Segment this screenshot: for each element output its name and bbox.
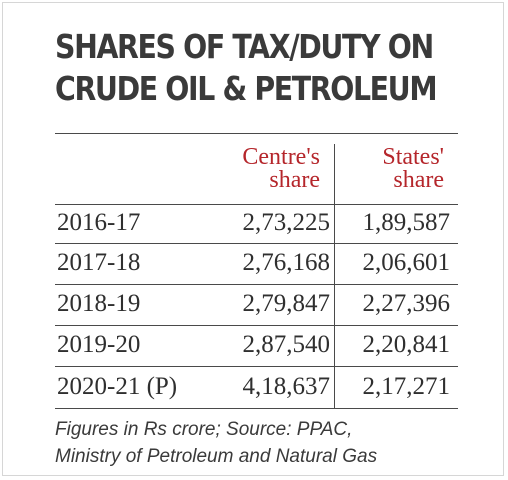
table-row: 2016-17 2,73,225 1,89,587 bbox=[55, 206, 458, 240]
header-centre-share: Centre's share bbox=[242, 144, 320, 193]
row-rule bbox=[55, 284, 458, 285]
table-row: 2018-19 2,79,847 2,27,396 bbox=[55, 287, 458, 321]
row-year: 2017-18 bbox=[57, 249, 141, 276]
row-centre-share: 2,87,540 bbox=[242, 331, 331, 358]
row-states-share: 2,06,601 bbox=[362, 249, 451, 276]
row-centre-share: 4,18,637 bbox=[242, 373, 331, 400]
header-states-share: States' share bbox=[382, 144, 444, 193]
row-states-share: 2,27,396 bbox=[362, 290, 451, 317]
chart-title-line-2: CRUDE OIL & PETROLEUM bbox=[55, 69, 438, 108]
title-rule bbox=[55, 133, 458, 134]
header-states-line-2: share bbox=[393, 167, 444, 193]
row-year: 2020-21 (P) bbox=[57, 373, 178, 400]
row-year: 2016-17 bbox=[57, 209, 141, 236]
column-divider bbox=[334, 144, 335, 408]
row-states-share: 2,20,841 bbox=[362, 331, 451, 358]
row-states-share: 1,89,587 bbox=[362, 209, 451, 236]
footnote-line-1: Figures in Rs crore; Source: PPAC, bbox=[55, 419, 353, 440]
row-rule bbox=[55, 325, 458, 326]
row-states-share: 2,17,271 bbox=[362, 373, 451, 400]
table-bottom-rule bbox=[55, 408, 458, 409]
chart-title-line-1: SHARES OF TAX/DUTY ON bbox=[55, 27, 434, 66]
header-centre-line-2: share bbox=[269, 167, 320, 193]
table-row: 2017-18 2,76,168 2,06,601 bbox=[55, 246, 458, 280]
chart-frame bbox=[2, 2, 504, 476]
header-centre-line-1: Centre's bbox=[242, 144, 320, 170]
chart-title: SHARES OF TAX/DUTY ON CRUDE OIL & PETROL… bbox=[55, 26, 438, 110]
row-centre-share: 2,76,168 bbox=[242, 249, 331, 276]
row-centre-share: 2,73,225 bbox=[242, 209, 331, 236]
row-year: 2019-20 bbox=[57, 331, 141, 358]
header-rule bbox=[55, 204, 458, 205]
row-rule bbox=[55, 243, 458, 244]
row-rule bbox=[55, 366, 458, 367]
row-centre-share: 2,79,847 bbox=[242, 290, 331, 317]
table-row: 2020-21 (P) 4,18,637 2,17,271 bbox=[55, 370, 458, 404]
table-row: 2019-20 2,87,540 2,20,841 bbox=[55, 328, 458, 362]
footnote: Figures in Rs crore; Source: PPAC, Minis… bbox=[55, 416, 475, 470]
header-states-line-1: States' bbox=[382, 144, 444, 170]
row-year: 2018-19 bbox=[57, 290, 141, 317]
footnote-line-2: Ministry of Petroleum and Natural Gas bbox=[55, 446, 378, 467]
